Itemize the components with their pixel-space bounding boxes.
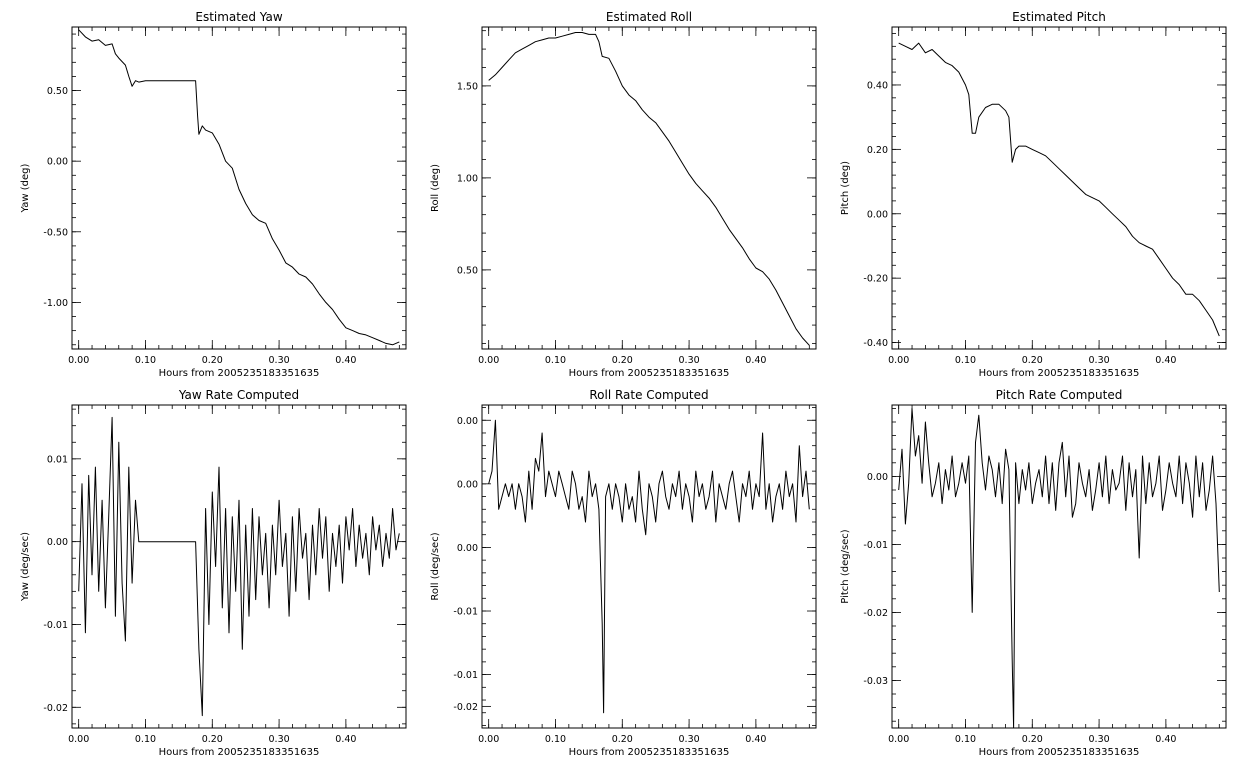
x-tick-label: 0.00 xyxy=(478,734,499,745)
series-line-yaw-rate xyxy=(78,416,400,717)
x-tick-label: 0.00 xyxy=(888,355,909,366)
x-tick-label: 0.40 xyxy=(745,734,766,745)
panel-roll-rate: 0.00 0.10 0.20 0.30 0.40 0.00 0.00 0.00 -0.01 -0.… xyxy=(430,388,817,758)
x-axis-label-roll-rate: Hours from 2005235183351635 xyxy=(569,747,730,758)
x-tick-label: 0.20 xyxy=(1022,734,1043,745)
x-tick-label: 0.10 xyxy=(955,734,976,745)
y-tick-label: 1.00 xyxy=(457,173,478,184)
plot-frame-pitch xyxy=(891,26,1227,350)
x-tick-label: 0.20 xyxy=(612,355,633,366)
series-line-pitch-rate xyxy=(898,407,1220,729)
y-axis-label-yaw: Yaw (deg) xyxy=(20,163,31,213)
y-tick-label: 1.50 xyxy=(457,81,478,92)
y-tick-label: -0.01 xyxy=(453,607,478,618)
chart-title-pitch: Estimated Pitch xyxy=(1012,10,1106,24)
y-tick-label: -0.03 xyxy=(863,676,888,687)
y-tick-label: 0.40 xyxy=(867,80,888,91)
y-axis-label-yaw-rate: Yaw (deg/sec) xyxy=(20,532,31,602)
x-tick-label: 0.00 xyxy=(68,355,89,366)
x-tick-label: 0.10 xyxy=(545,734,566,745)
chart-title-pitch-rate: Pitch Rate Computed xyxy=(996,388,1123,402)
y-tick-label: -0.40 xyxy=(863,338,888,349)
x-axis-label-yaw-rate: Hours from 2005235183351635 xyxy=(159,747,320,758)
y-tick-label: 0.00 xyxy=(867,472,888,483)
chart-title-roll: Estimated Roll xyxy=(606,10,692,24)
y-tick-label: 0.50 xyxy=(457,265,478,276)
x-tick-label: 0.10 xyxy=(135,355,156,366)
panel-roll: 0.00 0.10 0.20 0.30 0.40 1.50 1.00 0.50 Estimate… xyxy=(430,10,817,379)
x-tick-label: 0.30 xyxy=(679,355,700,366)
y-tick-label: 0.00 xyxy=(457,416,478,427)
x-tick-label: 0.30 xyxy=(679,734,700,745)
x-tick-label: 0.30 xyxy=(269,734,290,745)
y-tick-label: 0.50 xyxy=(47,86,68,97)
y-tick-label: 0.00 xyxy=(457,479,478,490)
y-tick-label: -0.50 xyxy=(43,227,68,238)
x-tick-label: 0.30 xyxy=(269,355,290,366)
x-tick-label: 0.30 xyxy=(1089,734,1110,745)
x-axis-label-yaw: Hours from 2005235183351635 xyxy=(159,368,320,379)
x-tick-label: 0.20 xyxy=(202,355,223,366)
x-axis-label-pitch: Hours from 2005235183351635 xyxy=(979,368,1140,379)
y-tick-label: -0.02 xyxy=(43,703,68,714)
y-tick-label: -0.02 xyxy=(453,702,478,713)
y-tick-label: 0.20 xyxy=(867,145,888,156)
y-tick-label: -0.01 xyxy=(453,670,478,681)
y-tick-label: 0.00 xyxy=(47,537,68,548)
x-tick-label: 0.00 xyxy=(888,734,909,745)
y-tick-label: -0.01 xyxy=(43,620,68,631)
series-line-pitch xyxy=(898,42,1220,337)
x-tick-label: 0.00 xyxy=(68,734,89,745)
plot-frame-roll xyxy=(481,26,817,350)
x-axis-label-roll: Hours from 2005235183351635 xyxy=(569,368,730,379)
x-tick-label: 0.30 xyxy=(1089,355,1110,366)
x-tick-label: 0.20 xyxy=(1022,355,1043,366)
y-tick-label: -0.01 xyxy=(863,540,888,551)
y-tick-label: 0.01 xyxy=(47,454,68,465)
x-tick-label: 0.20 xyxy=(202,734,223,745)
panel-pitch: 0.00 0.10 0.20 0.30 0.40 0.40 0.20 0.00 -0.20 -0.… xyxy=(840,10,1227,379)
y-tick-label: -0.02 xyxy=(863,608,888,619)
plot-frame-roll-rate xyxy=(481,404,817,729)
x-tick-label: 0.20 xyxy=(612,734,633,745)
x-tick-label: 0.10 xyxy=(545,355,566,366)
series-line-roll xyxy=(488,32,810,346)
chart-title-yaw: Estimated Yaw xyxy=(195,10,282,24)
x-tick-label: 0.40 xyxy=(745,355,766,366)
y-axis-label-roll: Roll (deg) xyxy=(430,164,441,212)
y-tick-label: 0.00 xyxy=(457,543,478,554)
panel-yaw: 0.00 0.10 0.20 0.30 0.40 0.50 0.00 -0.50 -1.00 Es… xyxy=(20,10,407,379)
y-tick-label: 0.00 xyxy=(47,157,68,168)
y-tick-label: 0.00 xyxy=(867,209,888,220)
x-tick-label: 0.40 xyxy=(1155,734,1176,745)
x-tick-label: 0.40 xyxy=(335,734,356,745)
x-tick-label: 0.00 xyxy=(478,355,499,366)
x-tick-label: 0.10 xyxy=(135,734,156,745)
y-axis-label-roll-rate: Roll (deg/sec) xyxy=(430,532,441,600)
x-tick-label: 0.40 xyxy=(335,355,356,366)
panel-pitch-rate: 0.00 0.10 0.20 0.30 0.40 0.00 -0.01 -0.02 -0.03 P… xyxy=(840,388,1227,758)
chart-title-roll-rate: Roll Rate Computed xyxy=(589,388,708,402)
y-tick-label: -1.00 xyxy=(43,298,68,309)
series-line-yaw xyxy=(78,29,400,346)
x-tick-label: 0.10 xyxy=(955,355,976,366)
panel-yaw-rate: 0.00 0.10 0.20 0.30 0.40 0.01 0.00 -0.01 -0.02 Ya… xyxy=(20,388,407,758)
chart-title-yaw-rate: Yaw Rate Computed xyxy=(178,388,299,402)
y-axis-label-pitch: Pitch (deg) xyxy=(840,161,851,215)
plot-frame-pitch-rate xyxy=(891,404,1227,729)
x-axis-label-pitch-rate: Hours from 2005235183351635 xyxy=(979,747,1140,758)
y-axis-label-pitch-rate: Pitch (deg/sec) xyxy=(840,529,851,604)
series-line-roll-rate xyxy=(488,419,810,714)
x-tick-label: 0.40 xyxy=(1155,355,1176,366)
y-tick-label: -0.20 xyxy=(863,274,888,285)
